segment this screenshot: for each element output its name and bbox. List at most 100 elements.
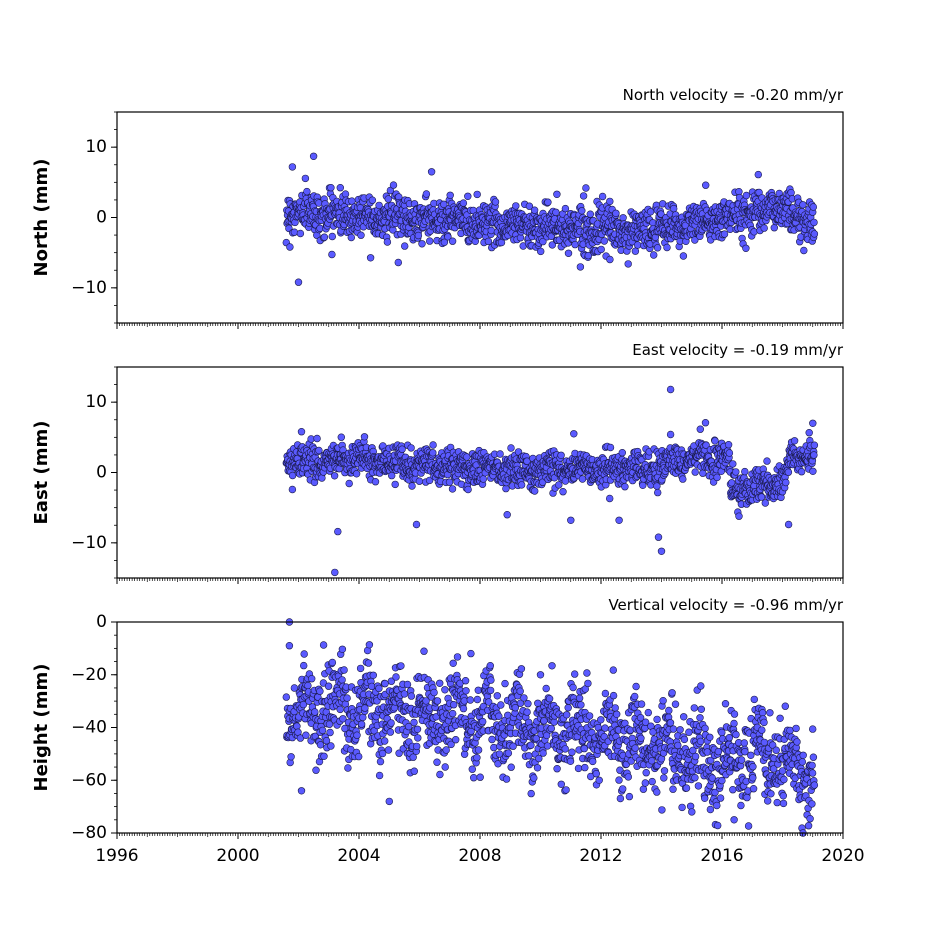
north-data-point	[726, 225, 734, 234]
height-data-point	[293, 722, 301, 730]
north-data-point	[760, 224, 768, 232]
north-data-point	[564, 249, 573, 258]
height-data-point	[749, 774, 757, 782]
north-data-point	[327, 184, 335, 192]
north-data-point	[290, 228, 299, 236]
east-data-point	[810, 451, 818, 459]
height-data-point	[740, 739, 748, 747]
height-data-point	[338, 645, 347, 653]
north-data-point	[286, 243, 294, 251]
height-data-point	[583, 669, 591, 677]
height-data-point	[441, 686, 449, 694]
east-data-point	[464, 485, 472, 494]
height-data-point	[420, 647, 428, 655]
east-data-point	[679, 475, 687, 483]
height-data-point	[618, 785, 627, 793]
east-data-point	[352, 470, 361, 478]
height-data-point	[453, 653, 462, 661]
height-data-point	[355, 752, 363, 761]
north-data-point	[440, 200, 448, 209]
height-data-point	[690, 704, 698, 712]
height-data-point	[588, 757, 597, 766]
height-data-point	[320, 752, 328, 760]
height-data-point	[316, 687, 324, 695]
east-data-point	[479, 475, 487, 483]
height-data-point	[479, 717, 487, 726]
height-data-point	[601, 724, 609, 732]
height-data-point	[324, 682, 333, 690]
height-data-point	[747, 751, 755, 759]
east-data-point	[337, 433, 345, 441]
north-data-point	[328, 232, 336, 241]
east-data-point	[429, 441, 437, 449]
north-data-point	[800, 246, 808, 255]
height-data-point	[609, 666, 617, 674]
height-data-point	[407, 692, 416, 700]
height-data-point	[328, 658, 337, 667]
north-data-point	[347, 233, 355, 242]
height-data-point	[737, 756, 746, 764]
height-data-point	[539, 749, 547, 757]
east-data-point	[330, 472, 339, 480]
east-data-point	[445, 478, 454, 486]
height-data-point	[461, 676, 470, 685]
east-data-point	[729, 460, 737, 468]
height-data-point	[525, 752, 533, 760]
height-data-point	[460, 750, 469, 758]
height-data-point	[336, 705, 344, 714]
height-data-point	[504, 749, 513, 757]
height-data-point	[706, 805, 715, 814]
height-data-point	[381, 679, 389, 688]
east-data-point	[713, 473, 721, 482]
height-data-point	[601, 689, 610, 698]
north-data-point	[448, 237, 457, 245]
height-data-point	[524, 699, 532, 708]
height-data-point	[718, 776, 726, 785]
height-data-point	[680, 735, 689, 744]
north-panel: North velocity = -0.20 mm/yr North (mm) …	[31, 86, 844, 329]
height-data-point	[696, 714, 704, 722]
height-data-point	[397, 662, 405, 670]
height-data-point	[400, 690, 409, 698]
east-outlier-point	[615, 516, 623, 524]
east-data-point	[724, 441, 733, 449]
east-data-point	[530, 487, 539, 495]
height-data-point	[319, 641, 328, 649]
height-data-point	[659, 696, 667, 705]
height-data-point	[713, 821, 722, 830]
height-data-point	[287, 753, 295, 761]
north-data-point	[320, 233, 329, 241]
north-data-point	[606, 255, 614, 264]
north-data-point	[383, 238, 392, 246]
height-data-point	[376, 757, 385, 766]
height-data-point	[468, 765, 476, 773]
north-data-point	[440, 238, 449, 247]
height-data-point	[676, 726, 684, 734]
height-data-point	[569, 683, 577, 692]
east-y-tick-label: 10	[85, 392, 107, 412]
height-data-point	[637, 700, 646, 708]
north-data-point	[810, 230, 819, 238]
height-data-point	[550, 718, 558, 726]
height-data-point	[369, 671, 377, 679]
height-data-point	[436, 679, 444, 687]
east-data-point	[782, 478, 790, 487]
height-data-point	[697, 682, 705, 690]
height-data-point	[308, 674, 316, 683]
height-data-point	[653, 788, 661, 796]
east-data-point	[810, 441, 819, 449]
height-data-point	[626, 726, 634, 734]
east-y-axis-label: East (mm)	[31, 421, 52, 525]
height-data-point	[476, 773, 484, 781]
east-data-point	[741, 467, 749, 476]
height-data-point	[359, 713, 367, 722]
north-y-axis-label: North (mm)	[31, 159, 52, 277]
north-data-point	[597, 245, 605, 254]
east-data-point	[797, 468, 806, 476]
east-data-point	[578, 475, 587, 483]
north-outlier-point	[294, 278, 303, 286]
north-data-point	[720, 230, 729, 238]
north-outlier-point	[394, 258, 402, 267]
north-data-point	[600, 237, 608, 245]
height-data-point	[750, 695, 758, 704]
